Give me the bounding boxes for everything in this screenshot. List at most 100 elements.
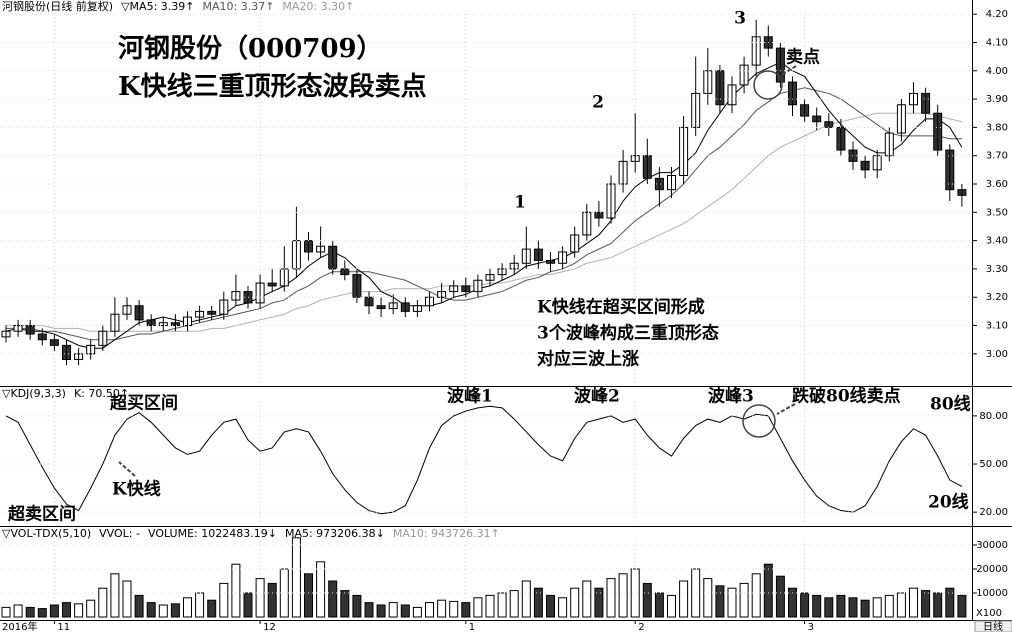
volume-bar: [630, 568, 640, 618]
volume-bar: [449, 600, 459, 618]
y-tick-label: 3.70: [986, 151, 1008, 162]
volume-bar: [352, 594, 362, 618]
volume-bar: [86, 599, 96, 618]
note: 80线: [930, 394, 971, 415]
volume-bar: [146, 602, 156, 618]
volume-bar: [848, 597, 858, 618]
volume-bar: [195, 592, 205, 618]
volume-bar: [158, 604, 168, 618]
y-tick-label: 3.30: [986, 264, 1008, 275]
arrow: [776, 403, 796, 415]
volume-bar: [304, 573, 313, 618]
line-series: [6, 87, 962, 341]
period-label[interactable]: 日线: [983, 620, 1003, 632]
volume-bar: [219, 582, 229, 618]
volume-bar: [691, 568, 701, 618]
volume-bar: [497, 592, 507, 618]
y-tick-label: 4.00: [986, 66, 1008, 77]
y-tick-label: 80.00: [979, 411, 1008, 422]
volume-bar: [62, 602, 71, 618]
note: 20线: [928, 492, 969, 513]
peak-label: 1: [514, 193, 526, 213]
volume-bar: [400, 604, 410, 618]
indicator-label: MA10: 943726.31↑: [393, 527, 500, 540]
note: 对应三波上涨: [537, 349, 639, 370]
volume-bar: [558, 597, 568, 618]
volume-bar: [860, 599, 870, 618]
sell-label: 卖点: [786, 47, 820, 68]
indicator-label: MA10: 3.37↑: [202, 0, 274, 13]
note: 3个波峰构成三重顶形态: [537, 323, 719, 344]
y-tick-label: 3.80: [986, 122, 1008, 133]
volume-bar: [896, 592, 906, 618]
peak-label: 2: [592, 93, 604, 113]
volume-bar: [715, 585, 725, 618]
y-tick-label: 10000: [976, 588, 1008, 599]
indicator-label: ▽MA5: 3.39↑: [121, 0, 194, 13]
volume-bar: [642, 582, 652, 618]
volume-bar: [291, 537, 301, 618]
line-series: [5, 405, 963, 515]
indicator-label: VVOL: -: [99, 527, 140, 540]
indicator-label: MA5: 973206.38↓: [285, 527, 385, 540]
volume-bar: [134, 594, 144, 618]
volume-bar: [957, 594, 967, 618]
volume-bar: [570, 587, 580, 618]
note: 超买区间: [110, 393, 178, 414]
volume-bar: [110, 573, 120, 618]
year-label: 2016年: [2, 620, 37, 632]
volume-bar: [872, 597, 882, 618]
indicator-label: VOLUME: 1022483.19↓: [148, 527, 277, 540]
volume-bar: [267, 582, 277, 618]
volume-bar: [606, 578, 616, 618]
y-tick-label: 3.60: [986, 179, 1008, 190]
volume-bar: [812, 594, 822, 618]
volume-bar: [679, 580, 689, 618]
note: 跌破80线卖点: [792, 386, 901, 407]
volume-bar: [425, 602, 434, 618]
note: K快线: [112, 479, 161, 500]
volume-bar: [763, 563, 773, 618]
volume-bar: [340, 590, 350, 618]
y-tick-label: 3.00: [986, 349, 1008, 360]
sell-circle: [753, 70, 783, 100]
indicator-label: MA20: 3.30↑: [282, 0, 354, 13]
volume-bar: [546, 594, 555, 618]
volume-bar: [618, 573, 628, 618]
volume-bar: [945, 587, 955, 618]
volume-bar: [412, 606, 422, 618]
volume-bar: [485, 594, 495, 618]
volume-bar: [739, 582, 749, 618]
period-button[interactable]: [974, 620, 1012, 632]
volume-bar: [824, 597, 834, 618]
volume-bar: [509, 590, 519, 618]
title: 河钢股份（000709）: [118, 34, 383, 64]
sell-circle: [742, 404, 776, 438]
y-tick-label: 3.40: [986, 236, 1008, 247]
indicator-label: K: 70.50↑: [74, 387, 129, 400]
volume-bar: [594, 587, 604, 618]
volume-bar: [751, 573, 761, 618]
volume-bar: [364, 602, 374, 618]
y-tick-label: 4.10: [986, 37, 1008, 48]
volume-bar: [37, 608, 47, 618]
volume-bar: [727, 587, 737, 618]
y-tick-label: 3.50: [986, 207, 1008, 218]
x-tick-label: 2: [638, 622, 644, 632]
volume-bar: [836, 594, 846, 618]
y-tick-label: 3.90: [986, 94, 1008, 105]
volume-bar: [473, 597, 483, 618]
volume-bar: [461, 602, 471, 618]
line-series: [5, 61, 963, 349]
volume-bar: [25, 606, 35, 618]
volume-bar: [207, 599, 217, 618]
volume-bar: [884, 594, 894, 618]
x-tick-label: 1: [469, 622, 475, 632]
indicator-label: ▽VOL-TDX(5,10): [2, 527, 91, 540]
volume-bar: [316, 561, 326, 618]
y-tick-label: 30000: [976, 540, 1008, 551]
volume-bar: [775, 575, 785, 618]
y-tick-label: 20.00: [979, 507, 1008, 518]
